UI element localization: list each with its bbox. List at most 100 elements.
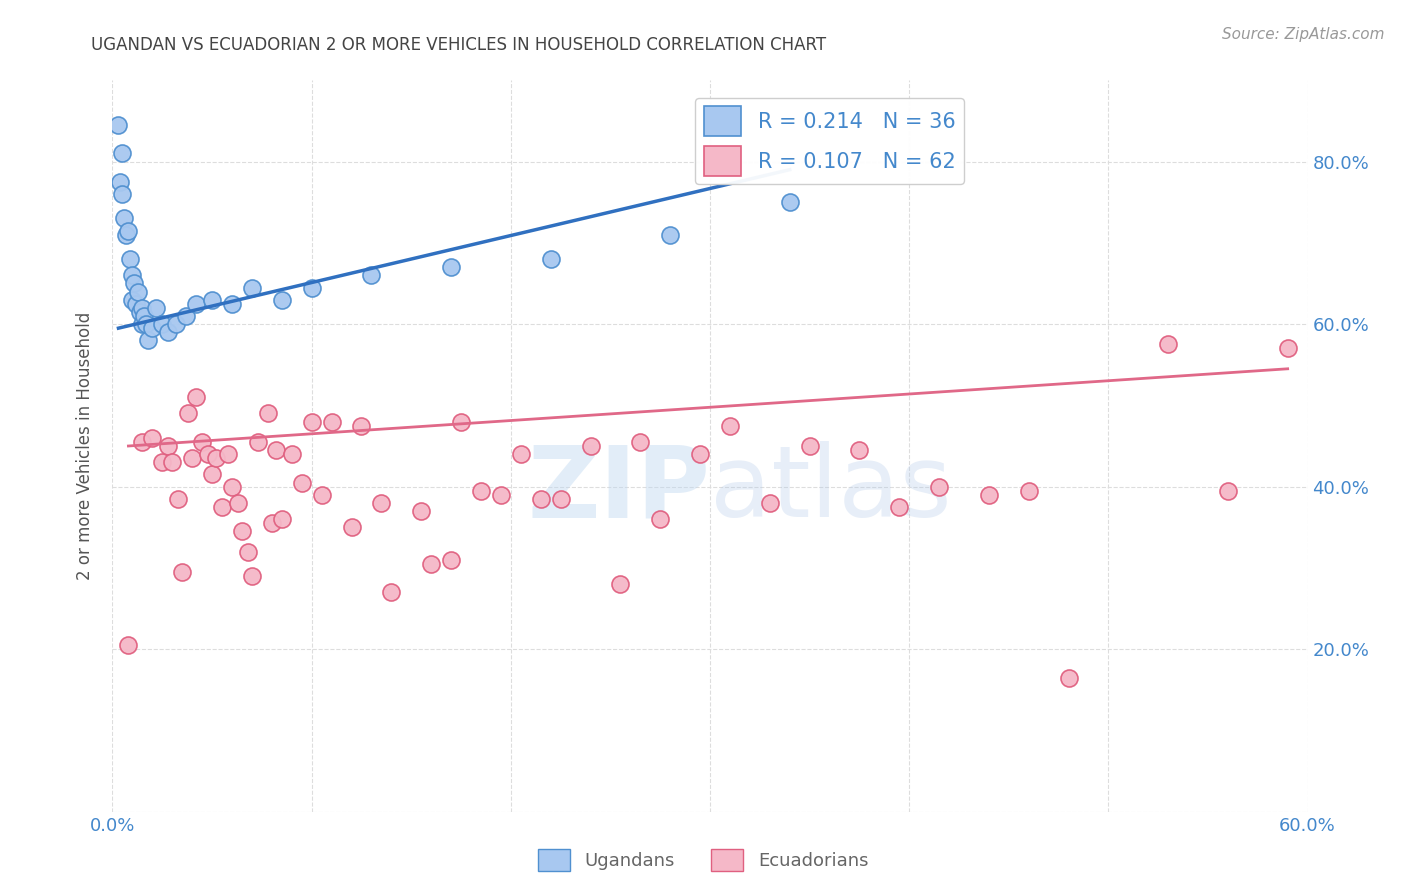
Point [201,467,224,482]
Point [217,447,239,461]
Point [117,638,139,652]
Point [111,146,134,161]
Point [1057,671,1080,685]
Point [281,447,304,461]
Point [360,268,382,283]
Point [134,309,156,323]
Point [928,480,950,494]
Point [107,118,129,132]
Point [240,280,263,294]
Point [246,434,269,449]
Point [111,187,134,202]
Point [129,305,152,319]
Point [848,443,870,458]
Legend: Ugandans, Ecuadorians: Ugandans, Ecuadorians [530,842,876,879]
Point [135,317,157,331]
Point [120,252,142,266]
Point [157,439,180,453]
Point [270,512,292,526]
Point [689,447,711,461]
Point [411,504,433,518]
Point [145,301,167,315]
Text: ZIP: ZIP [527,442,710,539]
Point [150,455,173,469]
Point [380,585,402,599]
Point [291,475,314,490]
Point [270,293,292,307]
Point [1157,337,1180,351]
Point [141,321,163,335]
Point [659,227,682,242]
Point [440,260,463,275]
Point [301,280,323,294]
Text: Source: ZipAtlas.com: Source: ZipAtlas.com [1222,27,1385,42]
Point [124,277,146,291]
Point [221,297,243,311]
Point [177,407,200,421]
Point [628,434,651,449]
Point [450,415,472,429]
Point [420,557,443,571]
Point [799,439,821,453]
Point [370,496,392,510]
Legend: R = 0.214   N = 36, R = 0.107   N = 62: R = 0.214 N = 36, R = 0.107 N = 62 [695,98,965,184]
Point [609,577,631,591]
Point [550,491,572,506]
Point [1018,483,1040,498]
Point [440,553,463,567]
Point [977,488,1000,502]
Point [121,268,143,283]
Point [889,500,911,514]
Point [211,500,233,514]
Point [489,488,512,502]
Point [509,447,531,461]
Point [759,496,782,510]
Point [779,195,801,210]
Point [650,512,672,526]
Point [718,418,741,433]
Point [114,211,135,226]
Point [117,224,139,238]
Point [138,334,160,348]
Point [540,252,562,266]
Point [131,317,153,331]
Point [1277,342,1299,356]
Point [157,325,180,339]
Text: atlas: atlas [710,442,952,539]
Point [236,544,259,558]
Point [162,455,183,469]
Point [186,390,208,404]
Point [530,491,553,506]
Point [174,309,197,323]
Point [1216,483,1239,498]
Point [579,439,602,453]
Point [240,569,263,583]
Point [141,431,163,445]
Point [264,443,287,458]
Point [125,297,148,311]
Point [260,516,283,531]
Point [340,520,363,534]
Point [301,415,323,429]
Point [115,227,138,242]
Point [201,293,224,307]
Point [221,480,243,494]
Point [131,434,153,449]
Point [191,434,214,449]
Point [311,488,333,502]
Point [321,415,343,429]
Point [150,317,173,331]
Point [186,297,208,311]
Point [165,317,187,331]
Y-axis label: 2 or more Vehicles in Household: 2 or more Vehicles in Household [76,312,94,580]
Point [181,451,204,466]
Point [231,524,253,539]
Point [131,301,153,315]
Point [110,175,132,189]
Point [226,496,249,510]
Text: UGANDAN VS ECUADORIAN 2 OR MORE VEHICLES IN HOUSEHOLD CORRELATION CHART: UGANDAN VS ECUADORIAN 2 OR MORE VEHICLES… [91,36,827,54]
Point [205,451,228,466]
Point [197,447,219,461]
Point [167,491,190,506]
Point [127,285,149,299]
